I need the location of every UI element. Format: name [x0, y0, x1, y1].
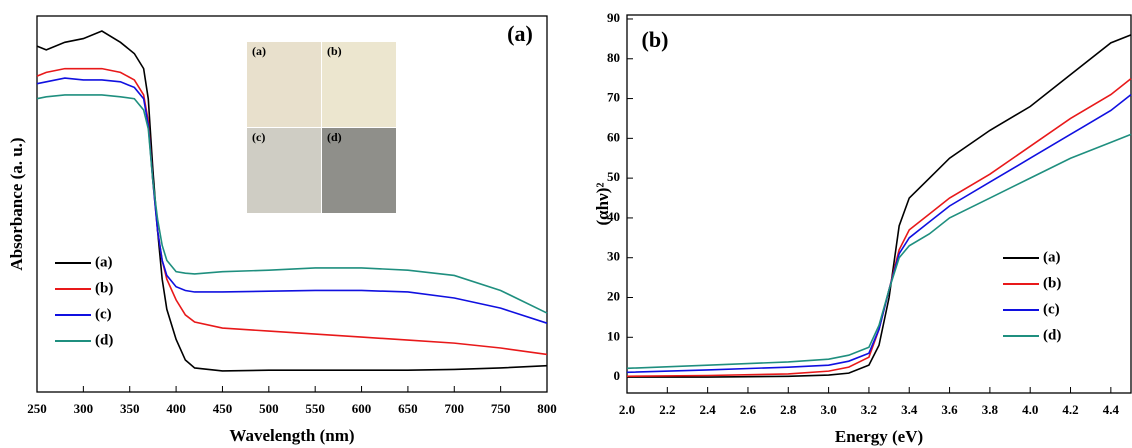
legend-label: (c): [1043, 301, 1060, 317]
inset-label: (c): [252, 130, 265, 144]
y-tick-label: 60: [607, 129, 620, 144]
x-tick-label: 350: [120, 401, 140, 416]
x-tick-label: 600: [352, 401, 372, 416]
y-tick-label: 70: [607, 90, 620, 105]
x-tick-label: 4.2: [1062, 402, 1078, 417]
inset-label: (b): [327, 44, 342, 58]
y-tick-label: 30: [607, 249, 620, 264]
panel-label: (a): [507, 21, 533, 46]
legend-label: (c): [95, 306, 112, 322]
y-axis-label: (αhν)²: [593, 183, 612, 226]
x-tick-label: 650: [398, 401, 418, 416]
x-tick-label: 450: [213, 401, 233, 416]
x-tick-label: 300: [74, 401, 94, 416]
x-tick-label: 2.4: [700, 402, 717, 417]
x-tick-label: 800: [537, 401, 557, 416]
x-axis-label: Wavelength (nm): [229, 426, 354, 445]
y-tick-label: 0: [614, 368, 621, 383]
x-tick-label: 2.8: [780, 402, 797, 417]
y-tick-label: 20: [607, 288, 620, 303]
x-tick-label: 2.0: [619, 402, 635, 417]
legend-label: (a): [95, 254, 113, 270]
legend-label: (b): [1043, 275, 1061, 291]
x-tick-label: 550: [305, 401, 325, 416]
panel-label: (b): [642, 27, 669, 52]
x-tick-label: 500: [259, 401, 279, 416]
x-tick-label: 4.0: [1022, 402, 1038, 417]
x-tick-label: 250: [27, 401, 47, 416]
y-axis-label: Absorbance (a. u.): [7, 137, 26, 270]
x-axis-label: Energy (eV): [835, 427, 923, 446]
y-tick-label: 10: [607, 328, 620, 343]
x-tick-label: 3.2: [861, 402, 877, 417]
y-tick-label: 80: [607, 50, 620, 65]
legend-label: (b): [95, 280, 113, 296]
legend-label: (a): [1043, 249, 1061, 265]
x-tick-label: 3.4: [901, 402, 918, 417]
x-tick-label: 4.4: [1103, 402, 1120, 417]
x-tick-label: 750: [491, 401, 511, 416]
legend-label: (d): [95, 332, 113, 348]
x-tick-label: 2.6: [740, 402, 757, 417]
inset-label: (d): [327, 130, 342, 144]
x-tick-label: 400: [166, 401, 186, 416]
x-tick-label: 2.2: [659, 402, 675, 417]
y-tick-label: 50: [607, 169, 620, 184]
figure: 250300350400450500550600650700750800Wave…: [0, 0, 1132, 448]
x-tick-label: 3.0: [820, 402, 836, 417]
y-tick-label: 90: [607, 10, 620, 25]
inset-label: (a): [252, 44, 266, 58]
legend-label: (d): [1043, 327, 1061, 343]
x-tick-label: 700: [445, 401, 465, 416]
x-tick-label: 3.8: [982, 402, 999, 417]
x-tick-label: 3.6: [941, 402, 958, 417]
